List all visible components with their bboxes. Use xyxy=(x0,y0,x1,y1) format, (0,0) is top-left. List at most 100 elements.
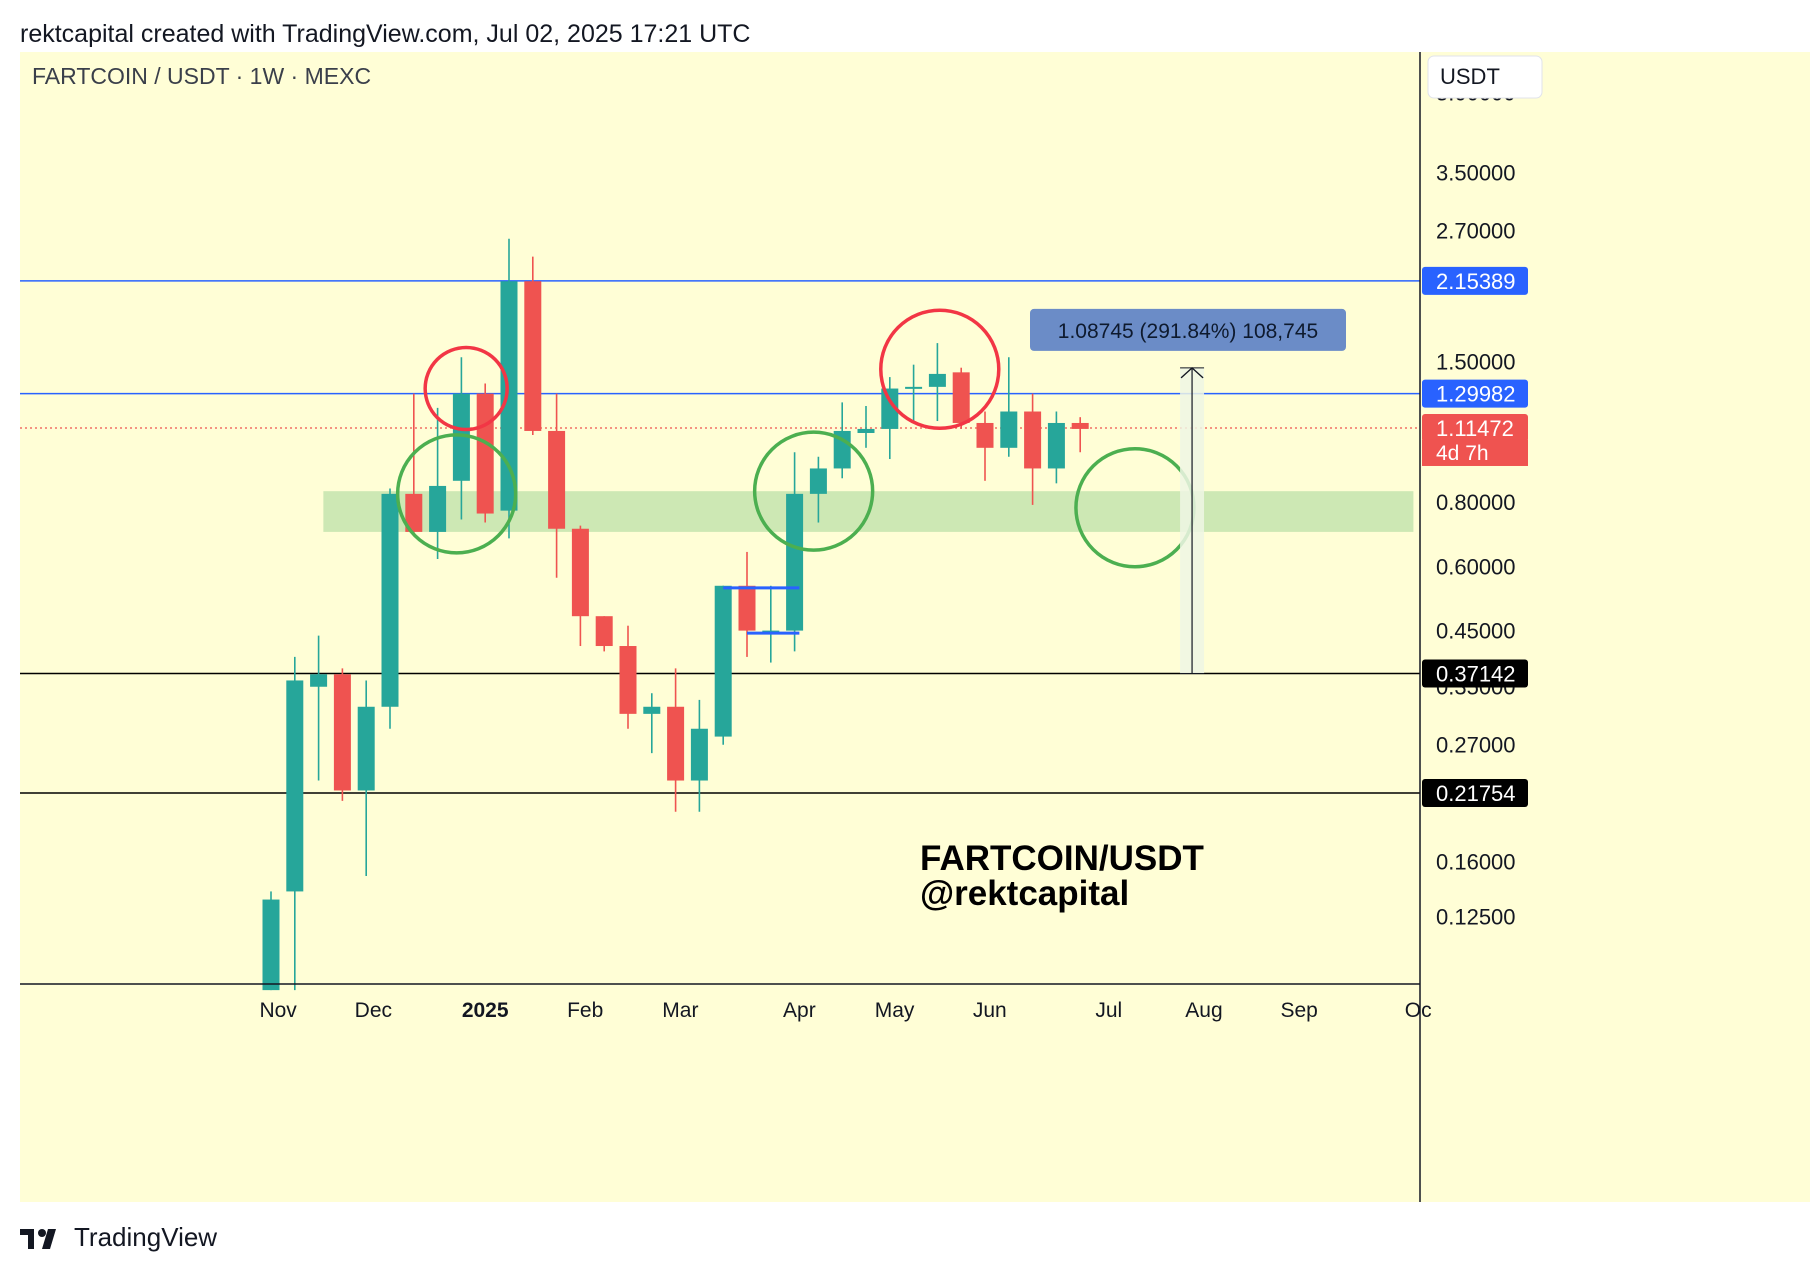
price-level-tag-label: 1.29982 xyxy=(1436,382,1516,407)
green-circle-annotation xyxy=(395,433,518,555)
candle-body xyxy=(262,899,280,991)
candle-up xyxy=(857,405,875,448)
price-level-tag-label: 2.15389 xyxy=(1436,269,1516,294)
x-tick-label: Jul xyxy=(1095,999,1122,1022)
candle-body xyxy=(333,674,351,791)
y-tick-label: 0.45000 xyxy=(1436,619,1516,644)
candle-body xyxy=(405,493,423,532)
candle-up xyxy=(809,456,827,523)
candle-up xyxy=(714,585,732,745)
candle-body xyxy=(786,493,804,631)
candle-up xyxy=(500,238,518,539)
candle-up xyxy=(452,357,470,520)
x-tick-label: Aug xyxy=(1185,999,1222,1022)
x-tick-label: Nov xyxy=(259,999,297,1022)
candle-up xyxy=(310,635,328,781)
candle-down xyxy=(548,393,566,578)
candle-body xyxy=(571,528,589,617)
watermark-line2: @rektcapital xyxy=(920,874,1129,913)
x-tick-label: 2025 xyxy=(462,999,509,1022)
price-level-tag-label: 0.21754 xyxy=(1436,781,1516,806)
x-tick-label: Apr xyxy=(783,999,816,1022)
candle-up xyxy=(262,891,280,991)
y-tick-label: 0.60000 xyxy=(1436,554,1516,579)
candle-down xyxy=(952,367,970,429)
candle-body xyxy=(595,616,613,647)
candle-body xyxy=(476,393,494,514)
footer-brand: TradingView xyxy=(74,1222,218,1252)
red-circle-annotation xyxy=(423,345,509,432)
candles-layer xyxy=(262,238,1089,991)
measure-label: 1.08745 (291.84%) 108,745 xyxy=(1058,320,1318,343)
candle-body xyxy=(857,428,875,433)
watermark-line1: FARTCOIN/USDT xyxy=(920,839,1204,878)
candle-down xyxy=(1071,417,1089,453)
candle-up xyxy=(786,452,804,652)
candle-up xyxy=(357,680,375,877)
candle-body xyxy=(952,372,970,423)
candle-body xyxy=(738,585,756,631)
candle-down xyxy=(667,668,685,812)
price-level-tag-label: 0.37142 xyxy=(1436,661,1516,686)
x-tick-label: Feb xyxy=(567,999,603,1022)
candle-up xyxy=(881,377,899,460)
candle-down xyxy=(976,411,994,481)
price-level-tag xyxy=(1422,379,1528,408)
candle-body xyxy=(690,728,708,781)
x-tick-label: Jun xyxy=(973,999,1007,1022)
y-tick-label: 0.80000 xyxy=(1436,490,1516,515)
candle-up xyxy=(429,407,447,560)
candle-body xyxy=(714,585,732,737)
annotations-layer: 1.08745 (291.84%) 108,745 xyxy=(395,308,1346,674)
candle-body xyxy=(357,706,375,791)
candle-down xyxy=(738,551,756,657)
candle-up xyxy=(1000,357,1018,457)
candle-down xyxy=(524,256,542,436)
candle-body xyxy=(500,281,518,511)
x-tick-label: Sep xyxy=(1280,999,1317,1022)
candle-up xyxy=(905,364,923,422)
candle-body xyxy=(643,706,661,714)
candle-body xyxy=(881,388,899,429)
candle-down xyxy=(619,625,637,729)
candle-body xyxy=(1071,422,1089,429)
candle-down xyxy=(595,616,613,652)
green-circle-annotation xyxy=(752,430,875,552)
y-tick-label: 0.27000 xyxy=(1436,733,1516,758)
candle-up xyxy=(762,585,780,663)
time-axis: Nov Dec 2025 Feb Mar Apr May Jun Jul Aug Sep Oc xyxy=(259,999,1431,1022)
candle-down xyxy=(476,383,494,523)
chart-panel[interactable]: 1.08745 (291.84%) 108,745 FARTCOIN / USD… xyxy=(20,52,1810,1202)
candle-body xyxy=(667,706,685,781)
price-axis: 5.000003.500002.700001.500000.800000.600… xyxy=(1422,81,1528,930)
measure-label-box xyxy=(1030,308,1346,351)
y-tick-label: 1.50000 xyxy=(1436,350,1516,375)
candle-body xyxy=(548,430,566,529)
currency-button-label: USDT xyxy=(1440,64,1500,89)
candle-body xyxy=(1000,411,1018,448)
candle-up xyxy=(381,488,399,729)
candle-body xyxy=(452,393,470,481)
currency-button[interactable]: USDT xyxy=(1427,55,1543,99)
y-tick-label: 2.70000 xyxy=(1436,218,1516,243)
price-level-tag xyxy=(1422,413,1528,442)
symbol-label: FARTCOIN / USDT · 1W · MEXC xyxy=(32,63,371,89)
y-tick-label: 0.12500 xyxy=(1436,905,1516,930)
price-level-tag xyxy=(1422,659,1528,688)
y-tick-label: 3.50000 xyxy=(1436,160,1516,185)
candle-body xyxy=(429,485,447,532)
footer: TradingView xyxy=(20,1222,217,1253)
candle-body xyxy=(1047,422,1065,469)
candle-body xyxy=(905,386,923,389)
y-tick-label: 0.16000 xyxy=(1436,850,1516,875)
candle-body xyxy=(809,468,827,494)
countdown-label: 4d 7h xyxy=(1436,442,1489,465)
price-level-tag-label: 1.11472 xyxy=(1436,416,1514,441)
candle-body xyxy=(310,674,328,687)
countdown-tag xyxy=(1422,439,1528,466)
candle-up xyxy=(286,656,304,991)
price-level-tag xyxy=(1422,778,1528,807)
candle-body xyxy=(619,646,637,714)
candle-up xyxy=(928,343,946,422)
candlestick-chart[interactable]: 1.08745 (291.84%) 108,745 FARTCOIN / USD… xyxy=(20,52,1810,1202)
